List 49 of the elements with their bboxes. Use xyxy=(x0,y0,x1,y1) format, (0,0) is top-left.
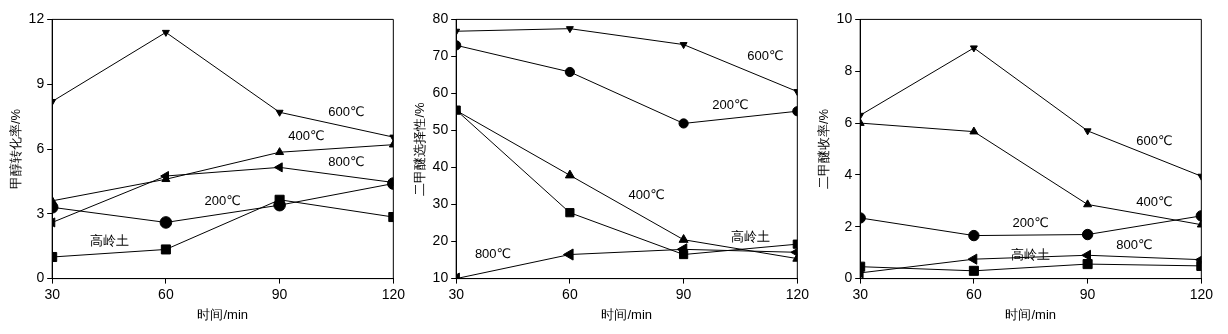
x-tick-label: 90 xyxy=(1079,285,1096,302)
y-tick-label: 70 xyxy=(432,47,449,64)
series-label: 600℃ xyxy=(328,104,365,120)
series-label: 200℃ xyxy=(1012,214,1049,230)
x-tick-label: 90 xyxy=(675,285,692,302)
series-label: 400℃ xyxy=(628,187,665,203)
y-tick-label: 0 xyxy=(844,269,853,286)
x-tick-label: 60 xyxy=(158,285,174,302)
x-tick-label: 60 xyxy=(966,285,982,302)
y-tick-label: 4 xyxy=(844,165,853,182)
series-label: 600℃ xyxy=(1136,133,1173,149)
x-tick-label: 120 xyxy=(1189,285,1214,302)
y-tick-label: 8 xyxy=(844,62,853,79)
y-axis-title: 甲醇转化率/% xyxy=(8,108,24,190)
series-label: 200℃ xyxy=(204,193,241,209)
series-label: 200℃ xyxy=(712,96,749,112)
y-tick-label: 6 xyxy=(36,139,45,156)
y-tick-label: 9 xyxy=(36,75,45,92)
x-axis-title: 时间/min xyxy=(601,306,653,322)
series-label: 800℃ xyxy=(474,246,512,262)
x-axis-title: 时间/min xyxy=(1005,306,1057,322)
series-label: 400℃ xyxy=(1136,194,1173,210)
y-tick-label: 6 xyxy=(844,113,853,130)
y-tick-label: 10 xyxy=(432,269,449,286)
y-tick-label: 10 xyxy=(836,10,853,27)
x-tick-label: 120 xyxy=(381,285,406,302)
series-label: 高岭土 xyxy=(730,228,770,244)
series-label: 400℃ xyxy=(288,128,325,144)
x-tick-label: 60 xyxy=(562,285,578,302)
x-tick-label: 30 xyxy=(448,285,465,302)
y-tick-label: 40 xyxy=(432,158,449,175)
series-label: 800℃ xyxy=(328,154,365,170)
y-tick-label: 3 xyxy=(36,204,45,221)
y-tick-label: 80 xyxy=(432,10,449,27)
series-label: 800℃ xyxy=(1116,237,1153,253)
x-tick-label: 120 xyxy=(785,285,810,302)
y-axis-title: 二甲醚选择性/% xyxy=(412,101,428,196)
series-label: 高岭土 xyxy=(89,232,129,248)
y-tick-label: 12 xyxy=(28,10,45,27)
y-tick-label: 20 xyxy=(432,232,449,249)
y-tick-label: 50 xyxy=(432,121,449,138)
y-tick-label: 0 xyxy=(36,269,45,286)
y-axis-title: 二甲醚收率/% xyxy=(816,108,832,190)
y-tick-label: 30 xyxy=(432,195,449,212)
x-axis-title: 时间/min xyxy=(197,306,249,322)
y-tick-label: 60 xyxy=(432,84,449,101)
y-tick-label: 2 xyxy=(844,217,853,234)
series-label: 600℃ xyxy=(747,47,784,63)
x-tick-label: 90 xyxy=(271,285,288,302)
